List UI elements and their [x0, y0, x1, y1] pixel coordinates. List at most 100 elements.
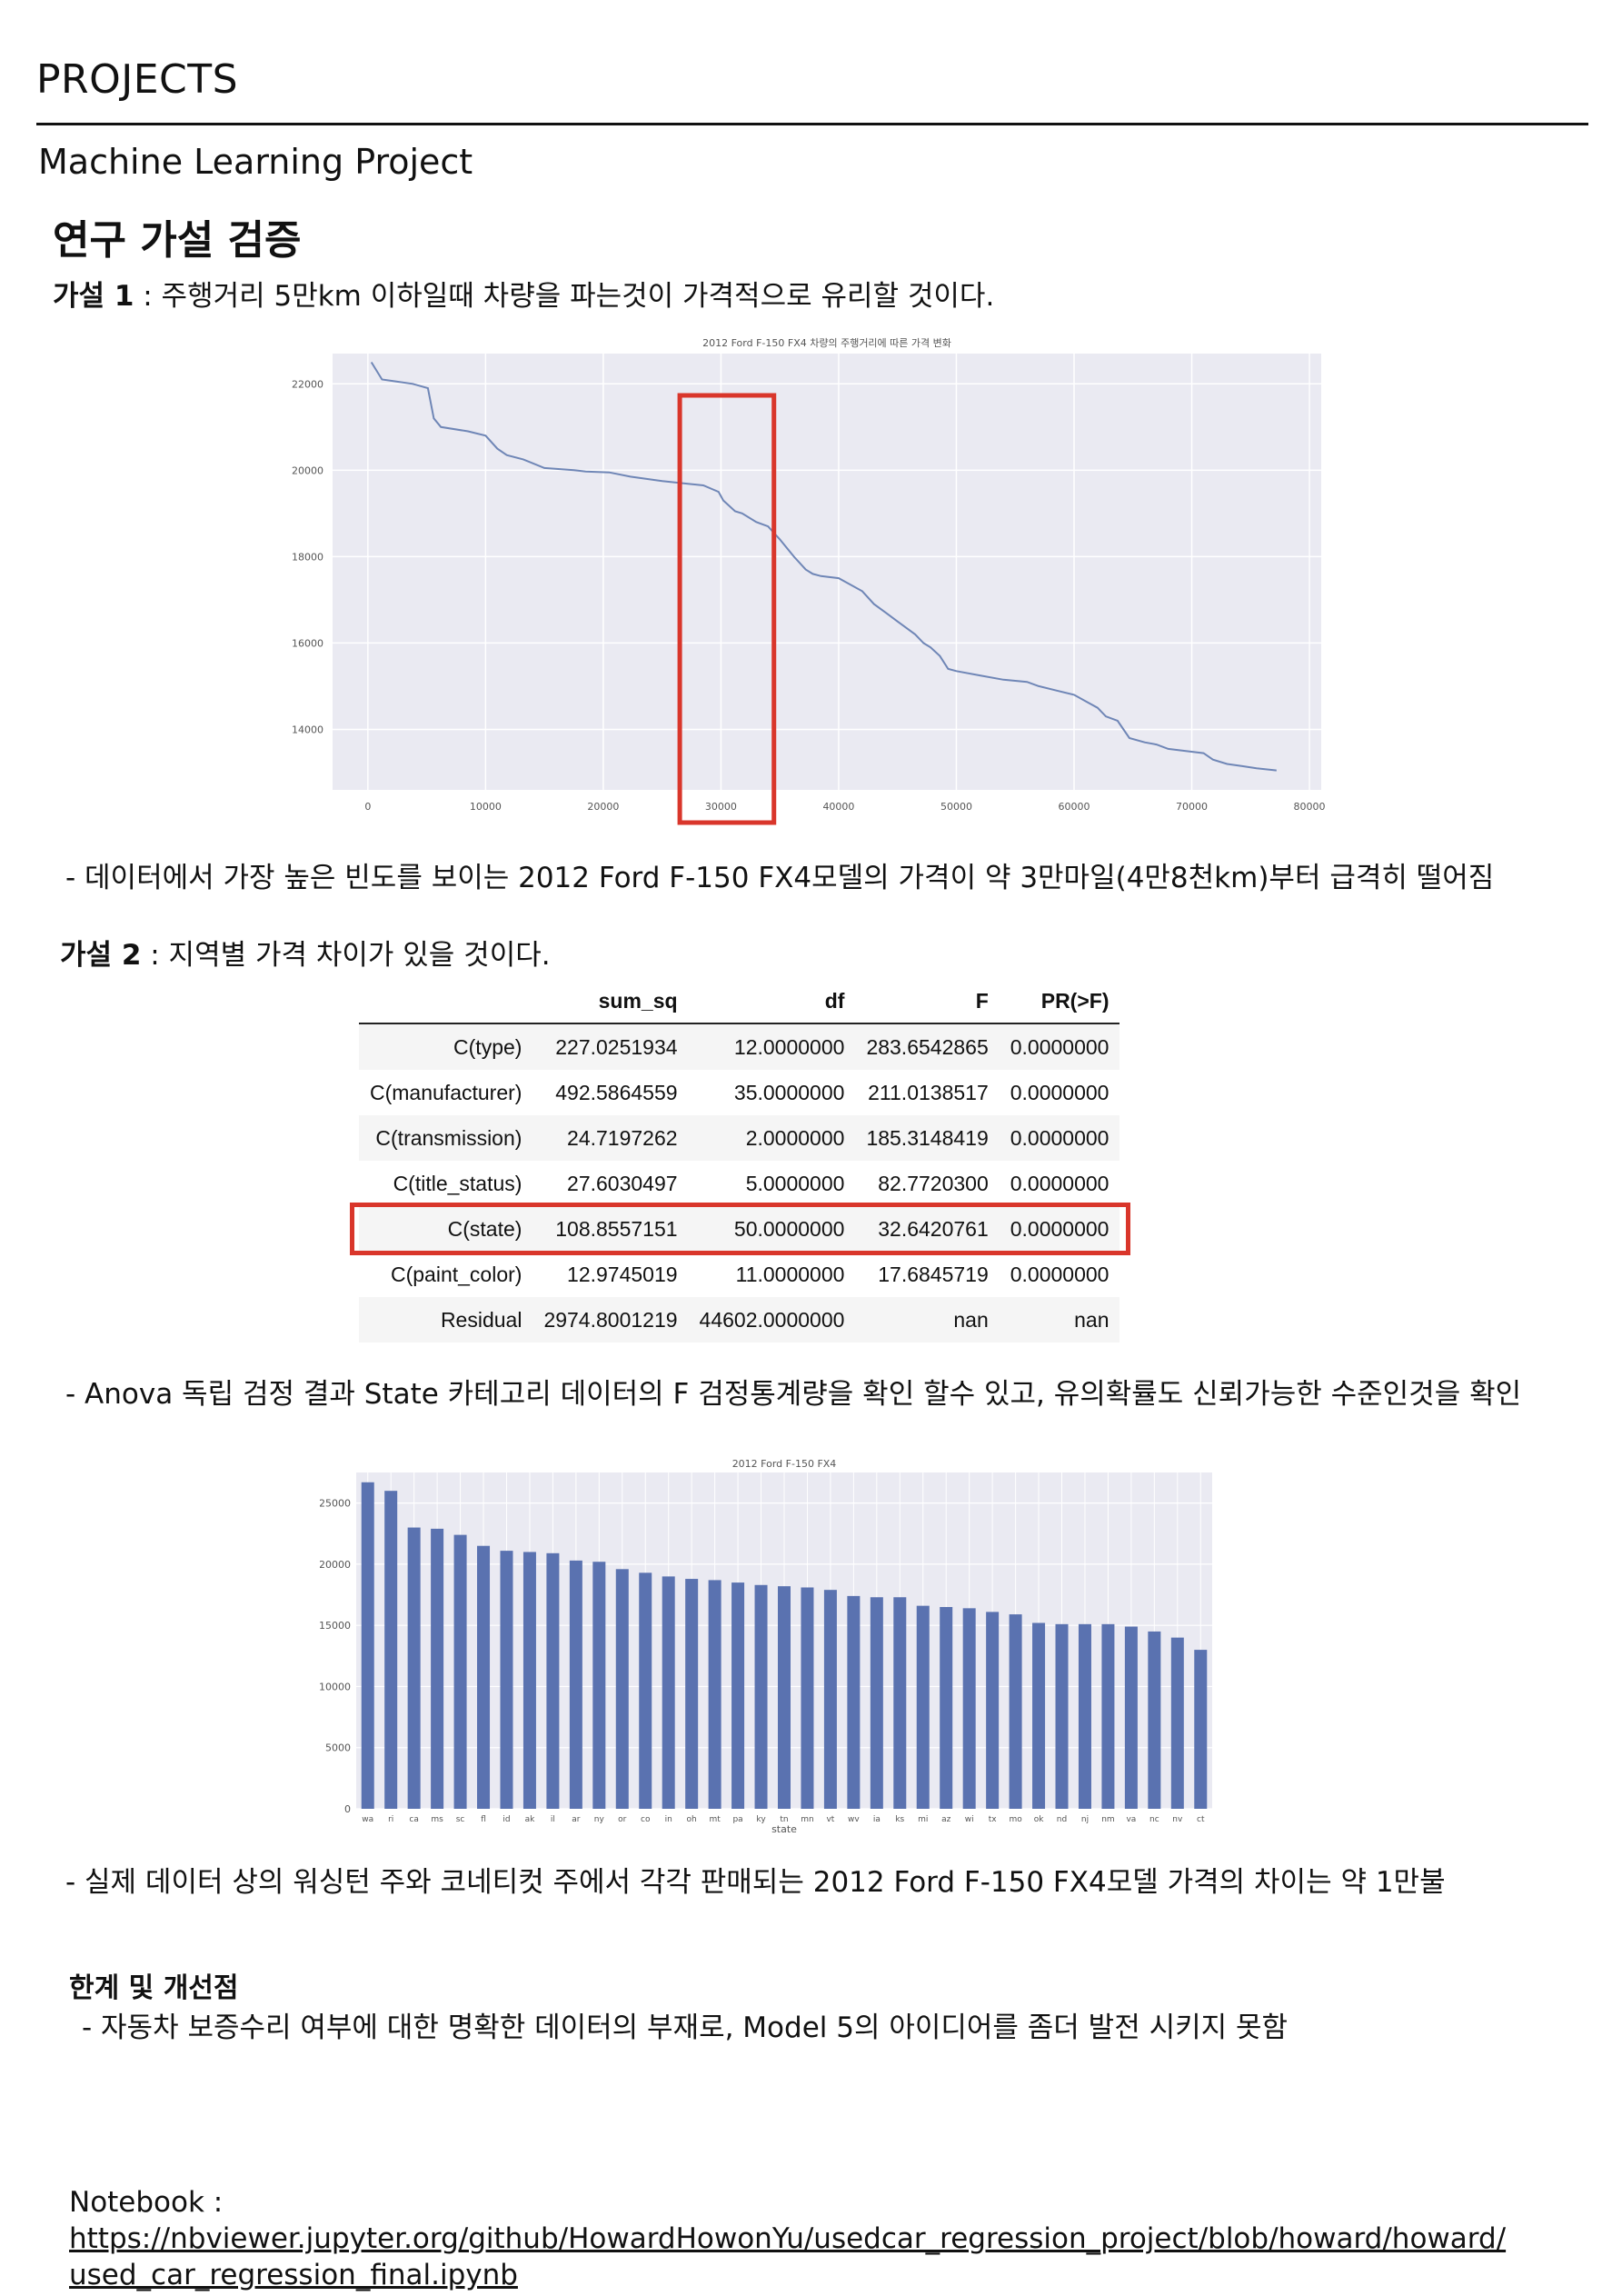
bar-chart-bar [870, 1597, 883, 1809]
bar-chart-ytick: 20000 [320, 1559, 351, 1571]
anova-row-label: C(type) [359, 1023, 533, 1070]
hypothesis-1-label: 가설 1 [53, 280, 134, 313]
anova-cell: 2974.8001219 [532, 1297, 689, 1343]
line-chart-ytick: 22000 [292, 378, 323, 390]
anova-cell: 185.3148419 [855, 1115, 1000, 1161]
note-3: - 실제 데이터 상의 워싱턴 주와 코네티컷 주에서 각각 판매되는 2012… [65, 1866, 1446, 1899]
bar-chart-bar [777, 1586, 791, 1809]
bar-chart-ytick: 25000 [320, 1498, 351, 1510]
bar-chart-bar [1148, 1631, 1161, 1809]
anova-col-header: F [855, 979, 1000, 1024]
section-title: 연구 가설 검증 [53, 217, 302, 264]
hypothesis-2: 가설 2 : 지역별 가격 차이가 있을 것이다. [60, 932, 551, 973]
anova-cell: nan [855, 1297, 1000, 1343]
line-chart-ytick: 16000 [292, 637, 323, 649]
bar-chart-bar [708, 1580, 721, 1809]
anova-row: C(state) 108.8557151 50.0000000 32.6420761 0… [359, 1206, 1120, 1252]
anova-col-header [359, 979, 533, 1024]
bar-chart-xtick: nj [1081, 1815, 1089, 1824]
bar-chart-xtick: mi [918, 1815, 928, 1824]
anova-cell: 492.5864559 [555, 1080, 678, 1104]
bar-chart-bar [916, 1605, 930, 1809]
bar-chart-xtick: ar [572, 1815, 581, 1824]
bar-chart-bar [522, 1552, 536, 1809]
anova-cell: 44602.0000000 [688, 1297, 856, 1343]
notebook-label: Notebook : [69, 2186, 224, 2219]
anova-row-label: C(title_status) [393, 1171, 522, 1195]
bar-chart-bar [893, 1597, 907, 1809]
bar-chart-bar [986, 1612, 1000, 1809]
bar-chart-bar [500, 1551, 513, 1809]
bar-chart-bar [1009, 1614, 1022, 1809]
anova-cell: 211.0138517 [868, 1080, 989, 1104]
line-chart-xtick: 60000 [1059, 801, 1090, 813]
anova-row-label: C(state) [359, 1206, 533, 1252]
anova-row-label: C(paint_color) [390, 1262, 522, 1286]
line-chart-title: 2012 Ford F-150 FX4 차량의 주행거리에 따른 가격 변화 [702, 337, 951, 349]
bar-chart-bar [407, 1527, 421, 1809]
bar-chart-bar [1078, 1623, 1091, 1809]
bar-chart-xtick: va [1126, 1815, 1136, 1824]
anova-cell: 0.0000000 [999, 1115, 1120, 1161]
bar-chart-bar [1032, 1622, 1046, 1809]
bar-chart-xlabel: state [771, 1823, 797, 1835]
anova-cell: 27.6030497 [567, 1171, 678, 1195]
bar-chart-xtick: ct [1197, 1815, 1205, 1824]
anova-cell: 108.8557151 [532, 1206, 689, 1252]
state-price-bar-chart: 2012 Ford F-150 FX4 0 5000 10000 15000 20000… [320, 1458, 1212, 1835]
anova-cell: 0.0000000 [999, 1206, 1120, 1252]
bar-chart-bar [685, 1579, 699, 1809]
anova-row-label: Residual [359, 1297, 533, 1343]
anova-row: C(title_status) 27.6030497 5.0000000 82.772… [359, 1161, 1119, 1206]
bar-chart-bar [940, 1607, 953, 1809]
bar-chart-bar [801, 1587, 814, 1809]
bar-chart-xtick: az [941, 1815, 951, 1824]
bar-chart-xtick: ny [594, 1815, 605, 1824]
bar-chart-xtick: id [503, 1815, 510, 1824]
anova-row: Residual 2974.8001219 44602.0000000 nan nan [359, 1297, 1120, 1343]
hypothesis-2-label: 가설 2 [60, 939, 142, 972]
bar-chart-xtick: mt [709, 1815, 721, 1824]
bar-chart-xtick: ks [895, 1815, 904, 1824]
anova-cell: 24.7197262 [532, 1115, 689, 1161]
line-chart-xtick: 0 [364, 801, 371, 813]
anova-cell: 0.0000000 [1010, 1080, 1110, 1104]
anova-col-header: sum_sq [532, 979, 689, 1024]
hypothesis-1-text: : 주행거리 5만km 이하일때 차량을 파는것이 가격적으로 유리할 것이다. [134, 280, 995, 313]
notebook-url-line2: used_car_regression_final.ipynb [69, 2259, 518, 2291]
bar-chart-xtick: nv [1172, 1815, 1183, 1824]
line-chart-xtick: 30000 [705, 801, 737, 813]
bar-chart-bar [1055, 1623, 1069, 1809]
line-chart-plot-area [333, 354, 1321, 790]
anova-cell: 2.0000000 [688, 1115, 856, 1161]
bar-chart-xtick: il [551, 1815, 555, 1824]
anova-col-header: PR(>F) [999, 979, 1120, 1024]
bar-chart-bar [431, 1528, 444, 1809]
bar-chart-bar [823, 1590, 837, 1809]
bar-chart-bar [615, 1569, 629, 1809]
bar-chart-xtick: ca [409, 1815, 418, 1824]
notebook-link[interactable]: https://nbviewer.jupyter.org/github/Howa… [69, 2222, 1506, 2291]
bar-chart-xtick: vt [826, 1815, 834, 1824]
limits-title: 한계 및 개선점 [69, 1972, 239, 2004]
notebook-line: Notebook : https://nbviewer.jupyter.org/… [69, 2184, 1596, 2293]
line-chart-xtick: 80000 [1294, 801, 1326, 813]
bar-chart-bar [639, 1572, 652, 1809]
anova-col-header: df [688, 979, 856, 1024]
line-chart-xtick: 40000 [822, 801, 854, 813]
anova-cell: nan [999, 1297, 1120, 1343]
line-chart-xtick: 70000 [1176, 801, 1208, 813]
bar-chart-bar [477, 1545, 491, 1809]
bar-chart-bar [546, 1552, 560, 1809]
bar-chart-xtick: or [618, 1815, 627, 1824]
anova-row: C(type) 227.0251934 12.0000000 283.6542865 0… [359, 1023, 1120, 1070]
bar-chart-xtick: wi [965, 1815, 974, 1824]
anova-cell: 11.0000000 [735, 1262, 845, 1286]
bar-chart-bar [569, 1560, 582, 1809]
anova-cell: 227.0251934 [532, 1023, 689, 1070]
anova-row: C(manufacturer) 492.5864559 35.0000000 211.… [359, 1070, 1119, 1115]
bar-chart-xtick: co [641, 1815, 651, 1824]
bar-chart-xtick: in [665, 1815, 672, 1824]
anova-highlight-box [350, 1203, 1130, 1255]
line-chart-ytick: 14000 [292, 724, 323, 735]
